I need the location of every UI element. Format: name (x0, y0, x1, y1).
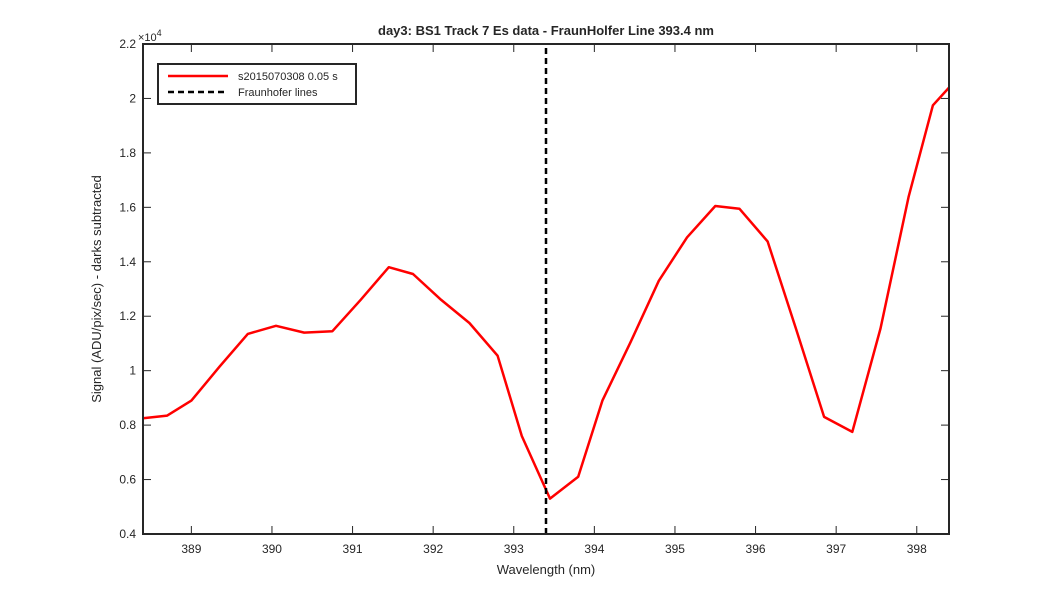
y-tick-label: 1.6 (119, 200, 136, 214)
y-tick-label: 1.2 (119, 309, 136, 323)
y-tick-label: 0.8 (119, 418, 136, 432)
y-axis-label: Signal (ADU/pix/sec) - darks subtracted (89, 175, 104, 403)
x-tick-label: 392 (423, 542, 443, 556)
y-tick-label: 2 (129, 91, 136, 105)
x-tick-label: 390 (262, 542, 282, 556)
y-tick-label: 2.2 (119, 37, 136, 51)
y-tick-label: 0.4 (119, 527, 136, 541)
x-tick-label: 389 (181, 542, 201, 556)
x-axis-label: Wavelength (nm) (497, 562, 596, 577)
chart-title: day3: BS1 Track 7 Es data - FraunHolfer … (378, 23, 714, 38)
legend: s2015070308 0.05 s Fraunhofer lines (157, 63, 357, 105)
y-tick-label: 0.6 (119, 473, 136, 487)
legend-label-series: s2015070308 0.05 s (238, 71, 338, 83)
series-layer (142, 44, 950, 534)
x-tick-label: 397 (826, 542, 846, 556)
y-axis-exponent-base: ×10 (138, 32, 157, 44)
x-tick-label: 398 (907, 542, 927, 556)
y-tick-label: 1 (129, 364, 136, 378)
y-tick-label: 1.4 (119, 255, 136, 269)
x-tick-label: 391 (343, 542, 363, 556)
x-tick-label: 396 (746, 542, 766, 556)
ticks-layer: 389 390 391 392 393 394 395 396 397 398 0.4 0.6 0.8 1… (119, 37, 949, 556)
y-axis-exponent-power: 4 (157, 28, 162, 38)
y-tick-label: 1.8 (119, 146, 136, 160)
x-tick-label: 395 (665, 542, 685, 556)
legend-label-fraunhofer: Fraunhofer lines (238, 87, 318, 99)
x-tick-label: 394 (584, 542, 604, 556)
plot-frame (142, 43, 950, 535)
series-line-signal (142, 86, 950, 500)
y-axis-exponent: ×104 (138, 28, 162, 44)
legend-box (157, 63, 357, 105)
x-tick-label: 393 (504, 542, 524, 556)
